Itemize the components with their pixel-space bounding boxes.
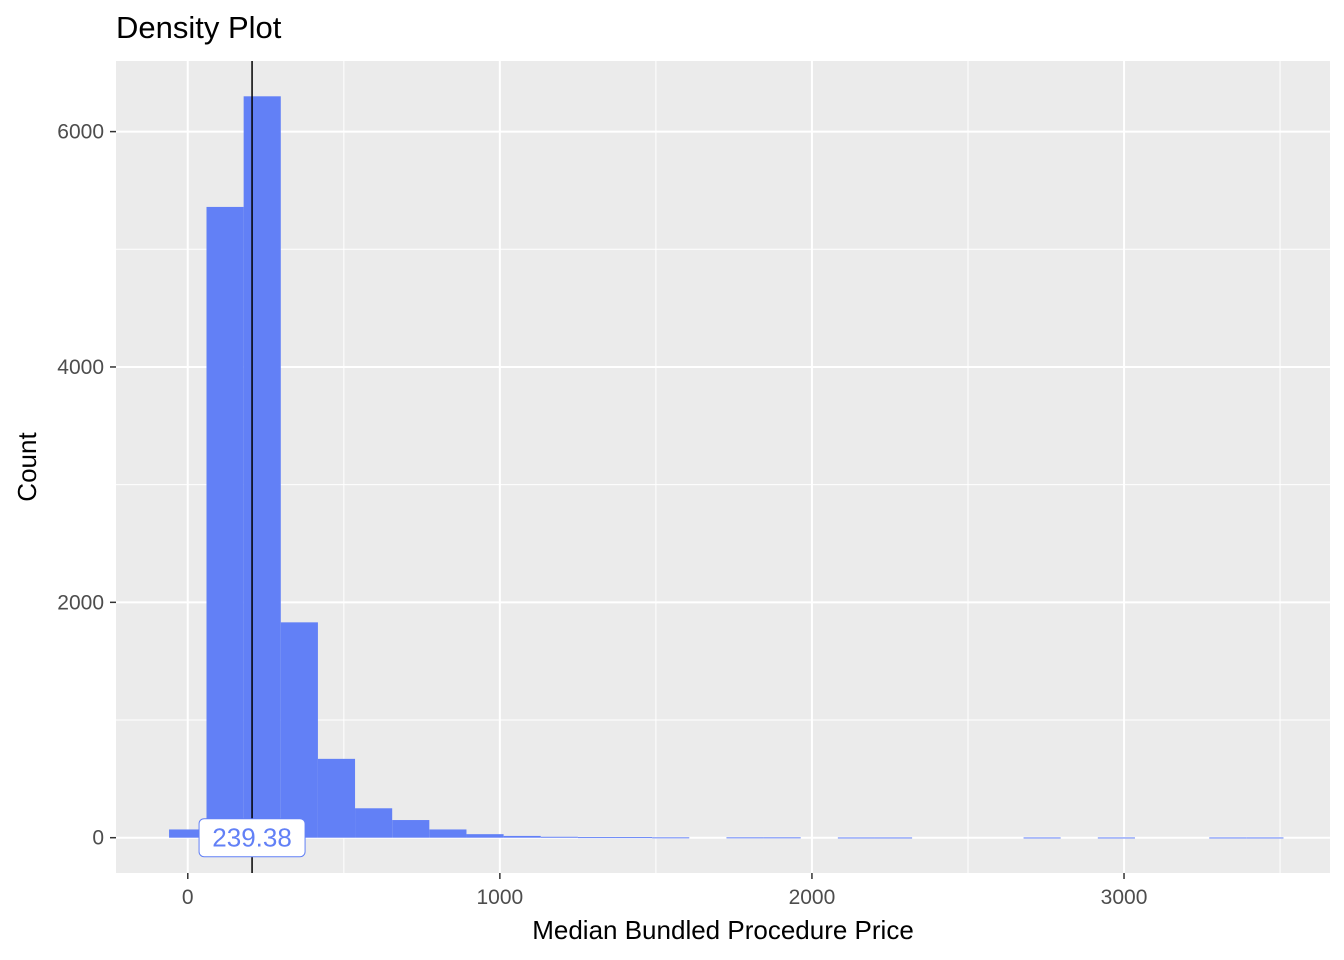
y-axis-ticks: 0 2000 4000 6000 (57, 121, 116, 850)
major-gridlines (116, 61, 1330, 873)
histogram-bar (429, 829, 467, 838)
y-tick-label: 4000 (57, 356, 104, 379)
plot-panel (116, 61, 1330, 873)
histogram-bar (837, 837, 875, 839)
histogram-bar (540, 836, 578, 838)
histogram-bar (652, 837, 690, 839)
y-axis-title: Count (12, 432, 42, 502)
histogram-bar (169, 829, 207, 838)
histogram-bar (206, 206, 244, 838)
median-annotation: 239.38 (198, 818, 306, 858)
histogram-bar (763, 837, 801, 839)
histogram-bar (577, 837, 616, 839)
histogram-bar (726, 837, 764, 839)
histogram-bar (1023, 837, 1061, 839)
histogram-bar (355, 808, 393, 838)
annotation-label: 239.38 (212, 823, 292, 853)
histogram-bars (169, 96, 1284, 839)
histogram-bar (1097, 837, 1135, 839)
histogram-bar (317, 758, 356, 838)
chart-title: Density Plot (116, 10, 282, 45)
histogram-bar (392, 820, 430, 838)
annotation-box (198, 818, 306, 858)
x-axis-ticks: 0 1000 2000 3000 (182, 873, 1147, 909)
x-tick-label: 0 (182, 886, 194, 909)
histogram-bar (874, 837, 913, 839)
y-tick-label: 0 (92, 827, 104, 850)
histogram-bar (280, 622, 318, 838)
x-tick-label: 3000 (1101, 886, 1148, 909)
x-axis-title: Median Bundled Procedure Price (532, 915, 914, 945)
x-tick-label: 2000 (789, 886, 836, 909)
minor-gridlines (116, 61, 1330, 873)
histogram-bar (503, 835, 541, 838)
histogram-bar (243, 96, 281, 838)
histogram-bar (466, 834, 504, 838)
y-tick-label: 2000 (57, 591, 104, 614)
histogram-bar (1209, 837, 1247, 839)
histogram-bar (615, 837, 653, 839)
y-tick-label: 6000 (57, 121, 104, 144)
x-tick-label: 1000 (477, 886, 524, 909)
histogram-bar (1246, 837, 1284, 839)
